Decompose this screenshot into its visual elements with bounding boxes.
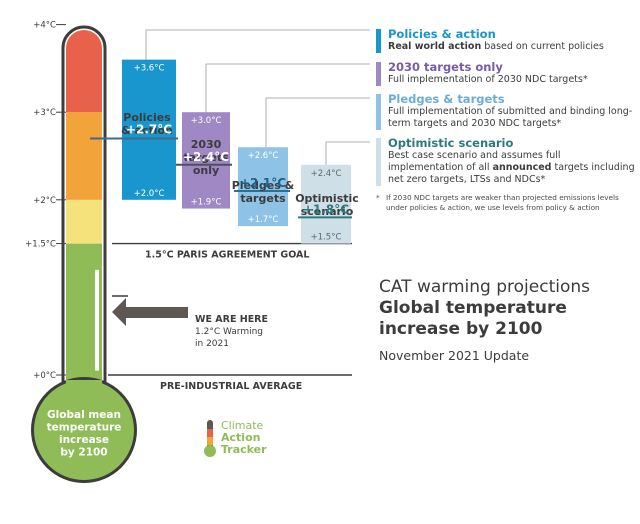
connector-1: [205, 63, 370, 113]
legend-policies-text: based on current policies: [481, 41, 604, 52]
scenario-label-3-0: Optimistic: [295, 192, 359, 205]
legend-optimistic-text-a: Best case scenario and assumes full impl…: [388, 150, 561, 173]
scenario-label-1-0: 2030: [191, 138, 222, 151]
bulb-text-3: by 2100: [60, 447, 107, 459]
tick-label-2: +2°C: [33, 196, 56, 206]
scenario-label-2-0: Pledges &: [232, 179, 295, 192]
range-bar-2: [238, 147, 288, 227]
title-block: CAT warming projections Global temperatu…: [379, 276, 639, 364]
chart-update: November 2021 Update: [379, 348, 530, 363]
tube-band-2: [66, 112, 102, 200]
high-label-3: +2.4°C: [311, 169, 342, 179]
legend-optimistic: Optimistic scenario Best case scenario a…: [376, 136, 638, 186]
bulb-text-1: temperature: [47, 422, 122, 434]
tube-band-1: [66, 199, 102, 244]
central-label-0: +2.7°C: [126, 122, 172, 136]
connector-0: [145, 29, 370, 60]
legend-pledges-swatch: [376, 94, 381, 130]
we-are-here-title: WE ARE HERE: [195, 314, 268, 325]
bulb-text-0: Global mean: [47, 409, 121, 421]
chart-title: CAT warming projections: [379, 277, 590, 297]
bulb-text-2: increase: [59, 434, 109, 446]
footnote: * If 2030 NDC targets are weaker than pr…: [376, 193, 638, 213]
tick-label-0: +0°C: [33, 371, 56, 381]
legend-optimistic-desc: Best case scenario and assumes full impl…: [388, 150, 638, 186]
legend-policies: Policies & action Real world action base…: [376, 27, 638, 53]
range-bar-1: [182, 112, 230, 209]
connector-3: [325, 141, 370, 165]
bulb-neck: [66, 380, 102, 420]
legend-optimistic-announced: announced: [492, 162, 552, 173]
central-label-3: +1.8°C: [303, 202, 349, 216]
scenario-label-2-1: targets: [240, 192, 286, 205]
central-label-2: +2.1°C: [240, 176, 286, 190]
legend-2030-heading: 2030 targets only: [388, 60, 503, 74]
legend-pledges: Pledges & targets Full implementation of…: [376, 92, 638, 130]
high-label-2: +2.6°C: [248, 151, 279, 161]
central-label-1: +2.4°C: [183, 150, 229, 164]
low-label-1: +1.9°C: [191, 198, 222, 208]
we-are-here-line2: in 2021: [195, 339, 229, 349]
scenario-label-0-0: Policies: [123, 111, 171, 124]
legend-2030-desc: Full implementation of 2030 NDC targets*: [388, 74, 588, 85]
logo-tracker: Tracker: [221, 443, 267, 456]
thermometer-logo-icon: [204, 420, 216, 457]
footnote-text: If 2030 NDC targets are weaker than proj…: [386, 193, 619, 212]
tick-label-1: +1.5°C: [25, 240, 56, 250]
logo-climate: Climate: [221, 419, 264, 432]
paris-goal-label: 1.5°C PARIS AGREEMENT GOAL: [145, 250, 309, 261]
low-label-3: +1.5°C: [311, 233, 342, 243]
climate-action-tracker-logo: Climate Action Tracker: [203, 418, 313, 460]
legend-policies-desc: Real world action based on current polic…: [388, 41, 638, 53]
scenario-label-0-1: & action: [121, 124, 173, 137]
bulb: [34, 380, 134, 480]
legend-policies-swatch: [376, 29, 381, 53]
we-are-here-arrow: [112, 298, 188, 326]
mercury-highlight: [95, 269, 99, 371]
tick-label-4: +4°C: [33, 21, 56, 31]
legend-optimistic-swatch: [376, 138, 381, 186]
legend-pledges-heading: Pledges & targets: [388, 92, 505, 106]
legend-policies-bold: Real world action: [388, 41, 482, 52]
legend-optimistic-heading: Optimistic scenario: [388, 136, 514, 150]
pre-industrial-label: PRE-INDUSTRIAL AVERAGE: [160, 381, 302, 392]
high-label-1: +3.0°C: [191, 116, 222, 126]
we-are-here-line1: 1.2°C Warming: [195, 327, 263, 337]
scenario-label-1-1: targets: [183, 151, 229, 164]
legend-policies-heading: Policies & action: [388, 27, 496, 41]
high-label-0: +3.6°C: [134, 64, 165, 74]
legend-pledges-desc: Full implementation of submitted and bin…: [388, 106, 633, 129]
tube-band-3: [66, 30, 102, 113]
chart-subtitle: Global temperature increase by 2100: [379, 298, 567, 339]
legend-2030: 2030 targets only Full implementation of…: [376, 60, 638, 86]
logo-action: Action: [221, 431, 261, 444]
connector-2: [265, 97, 370, 148]
range-bar-3: [301, 164, 351, 244]
low-label-2: +1.7°C: [248, 215, 279, 225]
low-label-0: +2.0°C: [134, 189, 165, 199]
range-bar-0: [122, 59, 176, 200]
legend-2030-swatch: [376, 62, 381, 86]
footnote-asterisk: *: [376, 193, 380, 202]
scenario-label-1-2: only: [193, 164, 219, 177]
scenario-label-3-1: scenario: [301, 205, 354, 218]
tick-label-3: +3°C: [33, 108, 56, 118]
legend-optimistic-text-b: targets including net zero targets, LTSs…: [388, 162, 635, 185]
